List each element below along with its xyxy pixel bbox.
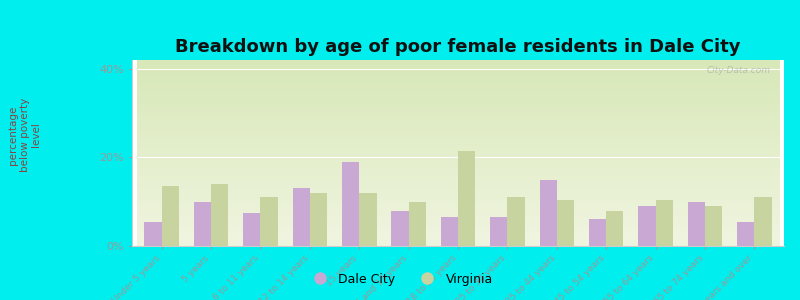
Bar <box>243 213 261 246</box>
Bar <box>754 197 772 246</box>
Bar <box>293 188 310 246</box>
Bar <box>441 217 458 246</box>
Bar <box>162 186 179 246</box>
Bar <box>261 197 278 246</box>
Bar <box>705 206 722 246</box>
Bar <box>507 197 525 246</box>
Legend: Dale City, Virginia: Dale City, Virginia <box>302 268 498 291</box>
Bar <box>359 193 377 246</box>
Bar <box>194 202 211 246</box>
Bar <box>310 193 327 246</box>
Bar <box>458 151 475 246</box>
Title: Breakdown by age of poor female residents in Dale City: Breakdown by age of poor female resident… <box>175 38 741 56</box>
Bar <box>211 184 228 246</box>
Bar <box>391 211 409 246</box>
Bar <box>490 217 507 246</box>
Bar <box>589 219 606 246</box>
Bar <box>655 200 673 246</box>
Bar <box>737 222 754 246</box>
Text: City-Data.com: City-Data.com <box>707 66 771 75</box>
Bar <box>409 202 426 246</box>
Bar <box>606 211 623 246</box>
Bar <box>144 222 162 246</box>
Bar <box>342 162 359 246</box>
Bar <box>539 180 557 246</box>
Bar <box>638 206 655 246</box>
Bar <box>557 200 574 246</box>
Bar <box>688 202 705 246</box>
Text: percentage
below poverty
level: percentage below poverty level <box>8 98 42 172</box>
